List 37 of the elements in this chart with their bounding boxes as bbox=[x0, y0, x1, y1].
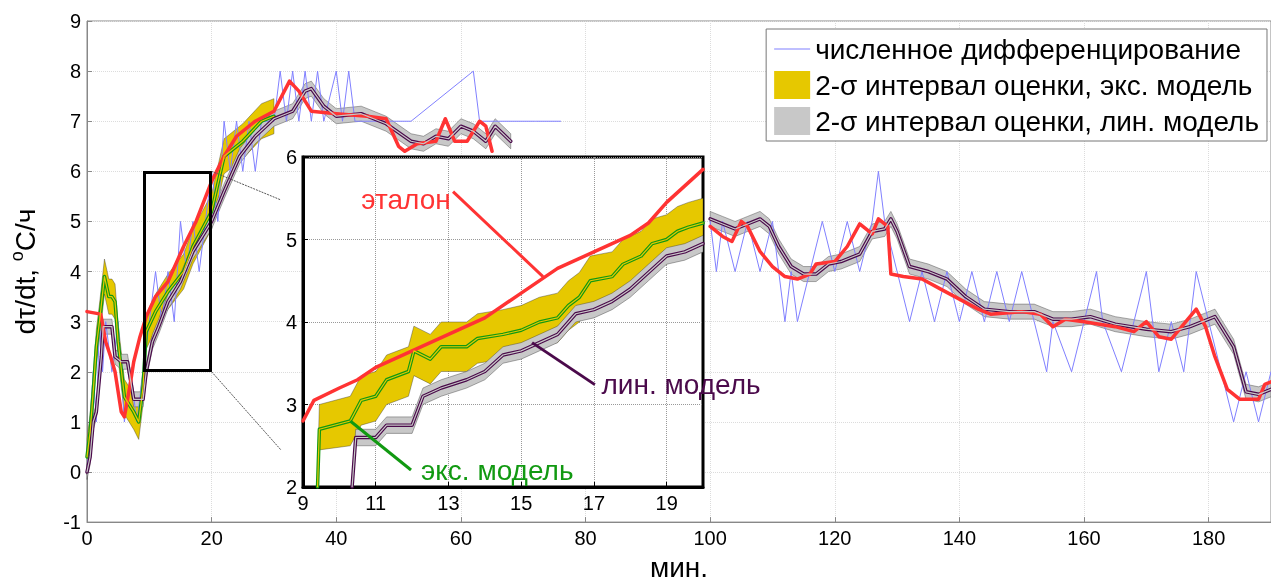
y-axis-title: dτ/dt, oC/ч bbox=[7, 208, 41, 335]
x-tick-label: 15 bbox=[510, 492, 533, 514]
y-tick-label: 7 bbox=[69, 110, 81, 133]
legend-label: 2-σ интервал оценки, лин. модель bbox=[815, 105, 1259, 137]
x-tick-label: 140 bbox=[942, 527, 977, 550]
annotation: эталон bbox=[361, 184, 451, 216]
y-tick-label: 4 bbox=[69, 260, 81, 283]
y-tick-label: 8 bbox=[69, 60, 81, 83]
y-tick-label: 5 bbox=[69, 210, 81, 233]
y-tick-label: 6 bbox=[69, 160, 81, 183]
x-axis-title: мин. bbox=[649, 551, 709, 583]
y-tick-label: 1 bbox=[69, 410, 81, 433]
x-tick-label: 80 bbox=[574, 527, 597, 550]
x-tick-label: 40 bbox=[325, 527, 348, 550]
x-tick-label: 19 bbox=[655, 492, 678, 514]
x-tick-label: 11 bbox=[365, 492, 387, 514]
x-tick-label: 120 bbox=[818, 527, 852, 550]
x-tick-label: 160 bbox=[1067, 527, 1101, 550]
y-tick-label: 3 bbox=[285, 393, 297, 416]
annotation: экс. модель bbox=[421, 454, 574, 486]
x-tick-label: 17 bbox=[582, 492, 606, 514]
y-tick-label: 0 bbox=[69, 460, 81, 483]
y-tick-label: 2 bbox=[285, 476, 297, 498]
x-tick-label: 180 bbox=[1192, 527, 1226, 550]
y-tick-label: 9 bbox=[69, 10, 81, 32]
x-tick-label: 13 bbox=[437, 492, 460, 514]
x-tick-label: 20 bbox=[200, 527, 223, 550]
y-tick-label: 6 bbox=[285, 146, 297, 168]
legend-label: 2-σ интервал оценки, экс. модель bbox=[815, 69, 1253, 101]
y-tick-label: 5 bbox=[285, 228, 297, 251]
y-tick-label: -1 bbox=[63, 511, 81, 534]
legend-label: численное дифференцирование bbox=[815, 33, 1241, 65]
y-tick-label: 4 bbox=[285, 311, 297, 333]
y-tick-label: 3 bbox=[69, 310, 81, 333]
x-tick-label: 100 bbox=[693, 527, 727, 550]
y-tick-label: 2 bbox=[69, 360, 81, 383]
x-tick-label: 60 bbox=[449, 527, 473, 550]
